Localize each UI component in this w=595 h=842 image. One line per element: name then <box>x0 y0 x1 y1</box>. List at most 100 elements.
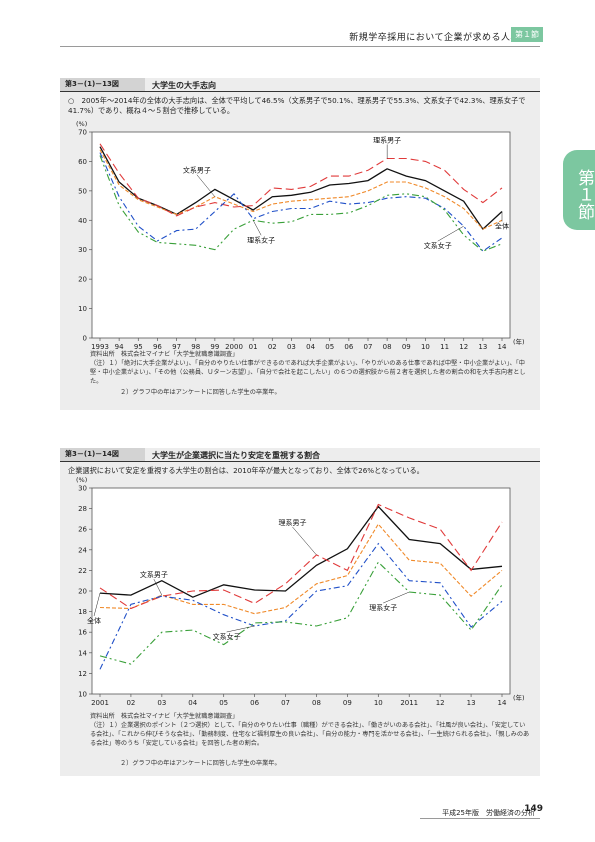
series-label-leader <box>383 591 410 604</box>
figure-14-note-1: （注）１）企業選択のポイント（２つ選択）として、「自分のやりたい仕事（職種）がで… <box>90 722 530 747</box>
figure-14-note-2: ２）グラフ中の年はアンケートに回答した学生の卒業年。 <box>120 760 281 767</box>
x-tick-label: 10 <box>421 343 430 351</box>
series-label: 文系女子 <box>424 241 452 250</box>
figure-14-heading: 第3－(1)－14図 大学生が企業選択に当たり安定を重視する割合 <box>60 448 540 462</box>
figure-13-number: 第3－(1)－13図 <box>60 78 145 91</box>
x-tick-label: 03 <box>287 343 296 351</box>
series-label-leader <box>252 220 262 236</box>
series-line <box>99 542 503 670</box>
x-tick-label: 99 <box>210 343 219 351</box>
figure-13-source-note: 資料出所 株式会社マイナビ「大学生就職意識調査」 <box>90 351 239 358</box>
series-label: 理系女子 <box>369 603 397 612</box>
x-tick-label: 14 <box>498 343 507 351</box>
section-side-tab: 第１節 <box>563 150 595 230</box>
figure-13-note-2: ２）グラフ中の年はアンケートに回答した学生の卒業年。 <box>120 389 281 396</box>
x-tick-label: 05 <box>219 699 228 707</box>
y-tick-label: 20 <box>78 588 87 596</box>
figure-13-title: 大学生の大手志向 <box>152 81 216 90</box>
x-tick-label: 07 <box>364 343 373 351</box>
series-label-leader <box>437 225 464 242</box>
x-tick-label: 2011 <box>400 699 418 707</box>
series-line <box>99 146 503 231</box>
figure-13-note-1: （注）１）「絶対に大手企業がよい」、「自分のやりたい仕事ができるのであれば大手企… <box>90 360 526 385</box>
y-tick-label: 18 <box>78 608 87 616</box>
series-label: 全体 <box>87 616 101 625</box>
series-label-leader <box>153 579 163 596</box>
x-tick-label: 94 <box>115 343 124 351</box>
series-line <box>99 152 503 252</box>
series-label: 理系男子 <box>373 135 401 144</box>
x-tick-label: 04 <box>188 699 197 707</box>
series-label: 理系女子 <box>247 235 275 244</box>
x-tick-label: 97 <box>172 343 181 351</box>
y-tick-label: 50 <box>78 187 87 195</box>
y-tick-label: 14 <box>78 649 87 657</box>
x-tick-label: 10 <box>374 699 383 707</box>
x-tick-label: 1993 <box>91 343 109 351</box>
series-label: 文系女子 <box>213 632 241 641</box>
header-rule <box>60 46 540 47</box>
series-label: 文系男子 <box>183 166 211 175</box>
series-line <box>99 505 503 598</box>
figure-14-panel: 第3－(1)－14図 大学生が企業選択に当たり安定を重視する割合 企業選択におい… <box>60 448 540 776</box>
x-unit-label: (年) <box>513 693 525 702</box>
figure-13-heading: 第3－(1)－13図 大学生の大手志向 <box>60 78 540 92</box>
y-tick-label: 30 <box>78 246 87 254</box>
series-label-leader <box>226 625 255 633</box>
figure-14-number: 第3－(1)－14図 <box>60 448 145 461</box>
x-tick-label: 05 <box>325 343 334 351</box>
x-tick-label: 06 <box>344 343 353 351</box>
x-tick-label: 12 <box>459 343 468 351</box>
y-tick-label: 40 <box>78 217 87 225</box>
y-tick-label: 10 <box>78 305 87 313</box>
x-tick-label: 2000 <box>225 343 243 351</box>
figure-14-heading-rule <box>60 461 540 462</box>
page-number: 149 <box>524 804 543 814</box>
x-tick-label: 14 <box>498 699 507 707</box>
x-tick-label: 96 <box>153 343 162 351</box>
y-tick-label: 20 <box>78 276 87 284</box>
x-tick-label: 04 <box>306 343 315 351</box>
section-badge: 第１節 <box>511 27 543 42</box>
x-tick-label: 11 <box>440 343 449 351</box>
x-tick-label: 2001 <box>91 699 109 707</box>
footer-publication: 平成25年版 労働経済の分析 <box>442 809 535 817</box>
x-tick-label: 02 <box>268 343 277 351</box>
x-unit-label: (年) <box>513 337 525 346</box>
x-tick-label: 09 <box>402 343 411 351</box>
series-label-leader <box>93 592 101 617</box>
y-tick-label: 22 <box>78 567 87 575</box>
figure-13-heading-rule <box>60 91 540 92</box>
y-unit-label: (%) <box>76 476 87 484</box>
x-tick-label: 13 <box>467 699 476 707</box>
x-tick-label: 12 <box>436 699 445 707</box>
series-line <box>99 143 503 217</box>
y-tick-label: 60 <box>78 158 87 166</box>
x-tick-label: 03 <box>157 699 166 707</box>
plot-area <box>91 131 511 339</box>
y-tick-label: 26 <box>78 526 87 534</box>
y-tick-label: 10 <box>78 691 87 699</box>
y-tick-label: 16 <box>78 629 87 637</box>
figure-14-title: 大学生が企業選択に当たり安定を重視する割合 <box>152 451 320 460</box>
figure-14-source-note: 資料出所 株式会社マイナビ「大学生就職意識調査」 <box>90 713 239 720</box>
figure-14-chart: 10 12 14 16 18 20 22 24 26 28 30(%) 2001 02 03 04 05 06 0… <box>76 476 525 707</box>
plot-area <box>91 487 511 695</box>
series-label: 文系男子 <box>140 570 168 579</box>
x-tick-label: 02 <box>126 699 135 707</box>
running-header-title: 新規学卒採用において企業が求める人材 <box>349 33 520 43</box>
y-tick-label: 28 <box>78 505 87 513</box>
y-tick-label: 30 <box>78 485 87 493</box>
series-line <box>99 503 503 610</box>
figure-13-lead: ○ 2005年～2014年の全体の大手志向は、全体で平均して46.5%（文系男子… <box>68 96 526 115</box>
y-tick-label: 0 <box>83 335 87 343</box>
series-line <box>99 155 503 252</box>
x-tick-label: 07 <box>281 699 290 707</box>
x-tick-label: 13 <box>478 343 487 351</box>
x-tick-label: 08 <box>383 343 392 351</box>
x-tick-label: 09 <box>343 699 352 707</box>
series-line <box>99 523 503 615</box>
figure-13-chart: 0 10 20 30 40 50 60 70(%) 1993 94 95 96 97 98 99 2000 01… <box>76 120 525 351</box>
series-label-leader <box>196 174 216 197</box>
series-label: 全体 <box>495 221 509 230</box>
